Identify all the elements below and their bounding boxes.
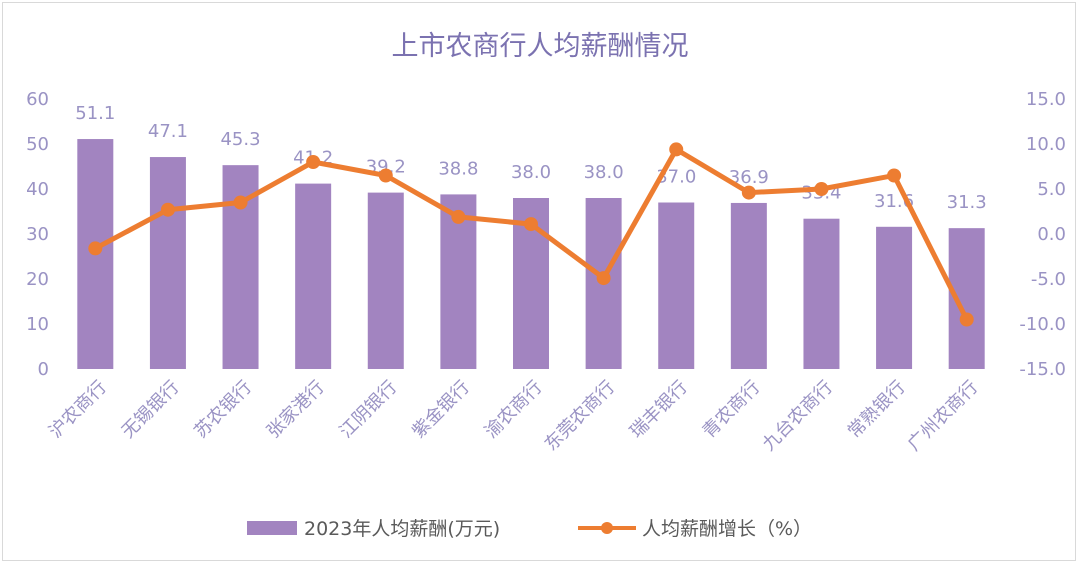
left-axis-tick-label: 0: [38, 359, 49, 380]
line-point: [741, 185, 756, 200]
line-point: [451, 209, 466, 224]
left-axis-tick-label: 10: [26, 314, 49, 335]
category-label: 东莞农商行: [541, 377, 619, 455]
bar-data-labels: 51.147.145.341.239.238.838.038.037.036.9…: [75, 103, 986, 213]
line-point: [814, 182, 829, 196]
bar: [295, 183, 332, 369]
right-axis-tick-label: 5.0: [1037, 179, 1066, 200]
category-label: 渝农商行: [481, 377, 547, 443]
legend-line-marker: [601, 522, 613, 534]
category-label: 瑞丰银行: [626, 377, 692, 443]
right-axis-tick-label: 0.0: [1037, 224, 1066, 245]
legend-bar-swatch: [247, 521, 297, 535]
right-axis-tick-label: 10.0: [1026, 134, 1066, 155]
line-point: [378, 168, 393, 183]
right-axis-tick-label: -5.0: [1031, 269, 1066, 290]
bar: [658, 202, 695, 369]
category-label: 九台农商行: [759, 377, 837, 455]
line-point: [233, 195, 248, 210]
bar-data-label: 47.1: [148, 121, 188, 142]
left-axis-tick-label: 60: [26, 89, 49, 110]
bar-data-label: 51.1: [75, 103, 115, 124]
line-point: [160, 202, 175, 217]
right-axis-tick-label: -10.0: [1019, 314, 1066, 335]
left-axis: 60 50 40 30 20 10 0: [26, 89, 49, 380]
bar: [803, 218, 840, 369]
left-axis-tick-label: 30: [26, 224, 49, 245]
category-label: 紫金银行: [408, 377, 474, 443]
right-axis-tick-label: 15.0: [1026, 89, 1066, 110]
bar: [730, 202, 767, 369]
bar-data-label: 31.3: [947, 192, 987, 213]
left-axis-tick-label: 50: [26, 134, 49, 155]
right-axis: 15.0 10.0 5.0 0.0 -5.0 -10.0 -15.0: [1019, 89, 1066, 380]
line-point: [959, 312, 974, 327]
line-point: [596, 271, 611, 286]
bar-data-label: 38.0: [584, 162, 624, 183]
line-series: [88, 142, 974, 327]
category-label: 广州农商行: [904, 377, 982, 455]
category-label: 江阴银行: [336, 377, 402, 443]
bar-data-label: 38.8: [438, 158, 478, 179]
bar-data-label: 38.0: [511, 162, 551, 183]
category-label: 青农商行: [699, 377, 765, 443]
legend-bar-label: 2023年人均薪酬(万元): [304, 518, 500, 540]
bar: [367, 192, 404, 369]
category-label: 张家港行: [263, 377, 329, 443]
left-axis-tick-label: 20: [26, 269, 49, 290]
category-label: 苏农银行: [190, 377, 256, 443]
category-label: 无锡银行: [118, 377, 184, 443]
line-point: [887, 168, 902, 183]
legend-line-label: 人均薪酬增长（%）: [642, 518, 812, 540]
right-axis-tick-label: -15.0: [1019, 359, 1066, 380]
bar-data-label: 36.9: [729, 167, 769, 188]
category-label: 沪农商行: [45, 377, 111, 443]
chart-canvas: 上市农商行人均薪酬情况 60 50 40 30 20 10 0 15.0 10.0 5.0 0.0…: [26, 31, 1066, 540]
line-point: [669, 142, 684, 157]
left-axis-tick-label: 40: [26, 179, 49, 200]
bar: [149, 157, 186, 369]
bar: [876, 226, 913, 369]
bar-series: [77, 139, 985, 369]
line-point: [306, 155, 321, 169]
chart-title: 上市农商行人均薪酬情况: [392, 31, 689, 62]
line-point: [88, 241, 103, 256]
line-point: [524, 217, 538, 232]
legend: 2023年人均薪酬(万元) 人均薪酬增长（%）: [247, 518, 812, 540]
category-label: 常熟银行: [844, 377, 910, 443]
bar-data-label: 45.3: [220, 129, 260, 150]
